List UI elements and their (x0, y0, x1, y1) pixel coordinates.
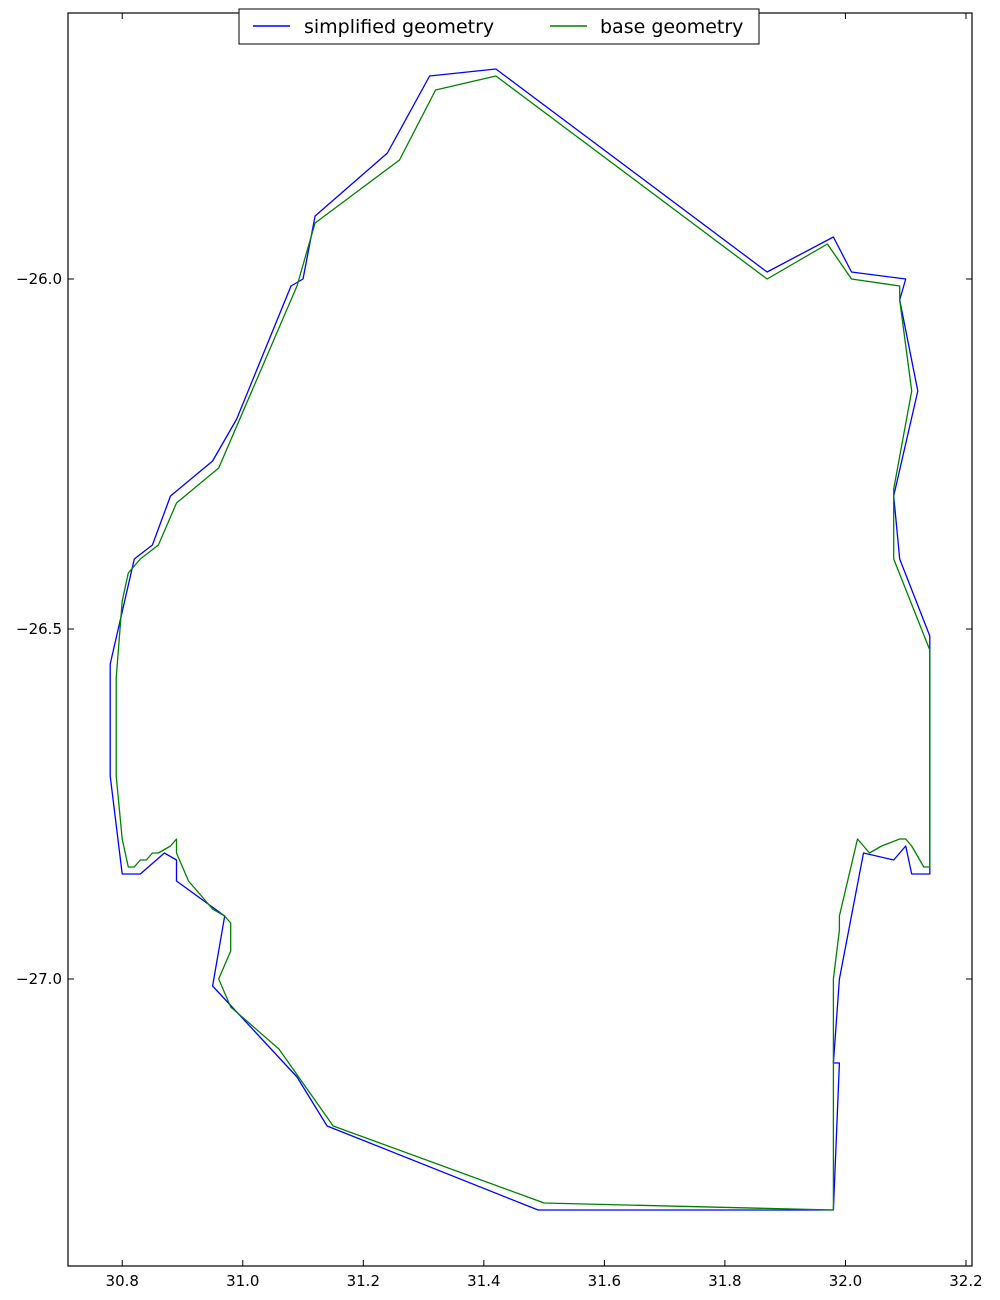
x-tick-label: 32.0 (829, 1272, 862, 1290)
ticks-layer: 30.8 31.0 31.2 31.4 31.6 31.8 32.0 32.2 −26.0 −26… (16, 13, 983, 1290)
y-tick-label: −26.5 (16, 620, 62, 638)
legend-box (238, 8, 760, 45)
x-tick-label: 31.8 (708, 1272, 741, 1290)
plot-area (68, 13, 972, 1266)
x-tick-label: 31.0 (226, 1272, 259, 1290)
series-line-base-geometry (115, 75, 931, 1211)
x-tick-label: 30.8 (106, 1272, 139, 1290)
x-tick-label: 31.4 (467, 1272, 500, 1290)
x-tick-label: 32.2 (949, 1272, 982, 1290)
x-tick-label: 31.2 (347, 1272, 380, 1290)
legend: simplified geometry base geometry (238, 8, 760, 45)
series-line-simplified-geometry (109, 68, 931, 1211)
x-tick-label: 31.6 (588, 1272, 621, 1290)
legend-label-simplified-geometry: simplified geometry (304, 16, 494, 38)
legend-label-base-geometry: base geometry (600, 16, 743, 38)
y-tick-label: −26.0 (16, 270, 62, 288)
series-layer (109, 68, 931, 1211)
y-tick-label: −27.0 (16, 970, 62, 988)
